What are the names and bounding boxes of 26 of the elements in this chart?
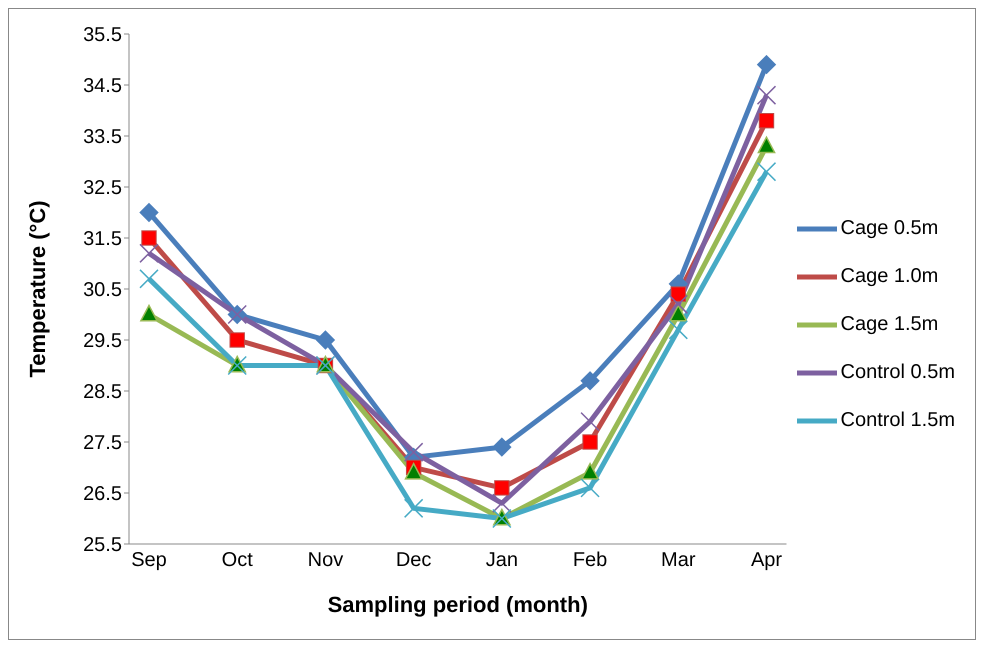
- y-tick-label: 30.5: [83, 279, 122, 302]
- x-tick-label: Mar: [661, 549, 696, 572]
- x-tick-label: Apr: [750, 549, 782, 572]
- legend-label: Cage 0.5m: [840, 217, 938, 239]
- legend-label: Control 0.5m: [840, 361, 955, 383]
- legend-label: Cage 1.5m: [840, 313, 938, 335]
- y-tick-label: 31.5: [83, 228, 122, 250]
- legend-label: Control 1.5m: [840, 409, 955, 431]
- x-tick-label: Nov: [308, 549, 344, 572]
- legend-label: Cage 1.0m: [840, 265, 938, 287]
- x-tick-label: Oct: [222, 549, 254, 572]
- y-tick-label: 25.5: [83, 534, 122, 556]
- y-tick-label: 35.5: [83, 24, 122, 46]
- y-tick-label: 29.5: [83, 330, 122, 352]
- y-tick-label: 26.5: [83, 483, 122, 506]
- x-tick-label: Feb: [572, 549, 608, 572]
- y-tick-label: 27.5: [83, 432, 122, 454]
- y-tick-label: 32.5: [83, 177, 122, 200]
- x-tick-label: Jan: [486, 549, 518, 572]
- x-tick-label: Sep: [131, 549, 167, 572]
- x-axis-title: Sampling period (month): [328, 592, 588, 617]
- y-axis-title: Temperature (°C): [24, 200, 50, 378]
- y-tick-label: 33.5: [83, 126, 122, 148]
- y-tick-label: 34.5: [83, 75, 122, 98]
- y-tick-label: 28.5: [83, 381, 122, 404]
- x-tick-label: Dec: [396, 549, 432, 572]
